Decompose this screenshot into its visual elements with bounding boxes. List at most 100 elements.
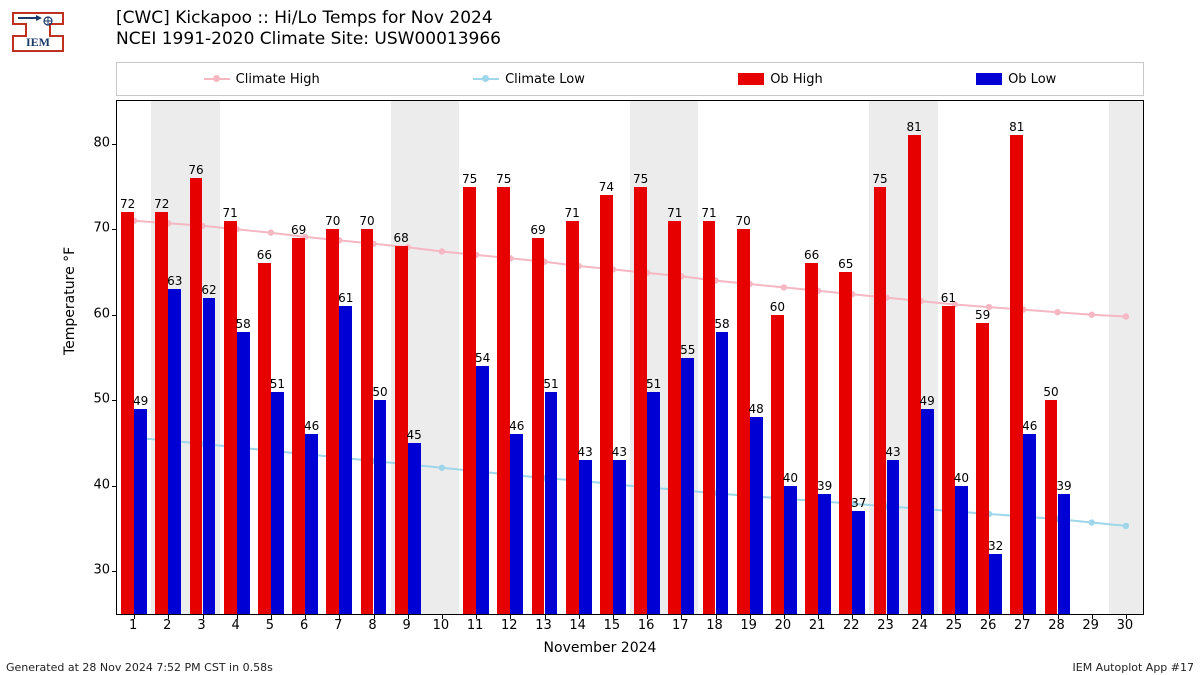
- bar-value-label: 39: [1056, 479, 1071, 493]
- xtick-label: 5: [266, 618, 274, 633]
- ytick-mark: [112, 315, 117, 316]
- bar-value-label: 65: [838, 257, 853, 271]
- bar-value-label: 61: [941, 291, 956, 305]
- climate-marker: [781, 284, 787, 290]
- xtick-label: 16: [638, 618, 655, 633]
- ytick-label: 40: [70, 477, 110, 492]
- ob-low-bar: [989, 554, 1002, 614]
- ytick-mark: [112, 400, 117, 401]
- ytick-mark: [112, 571, 117, 572]
- ob-high-bar: [224, 221, 237, 614]
- bar-value-label: 72: [154, 197, 169, 211]
- xtick-label: 3: [197, 618, 205, 633]
- ob-low-bar: [852, 511, 865, 614]
- bar-value-label: 68: [394, 231, 409, 245]
- bar-value-label: 51: [543, 377, 558, 391]
- bar-value-label: 40: [783, 471, 798, 485]
- legend-label: Climate High: [236, 72, 320, 87]
- title-line-2: NCEI 1991-2020 Climate Site: USW00013966: [116, 29, 501, 50]
- footer-app-text: IEM Autoplot App #17: [1073, 661, 1195, 674]
- legend-item-climate-low: Climate Low: [473, 72, 585, 87]
- xtick-label: 26: [980, 618, 997, 633]
- svg-text:IEM: IEM: [26, 35, 50, 49]
- ob-high-bar: [771, 315, 784, 614]
- y-axis-label: Temperature °F: [62, 247, 78, 355]
- bar-value-label: 66: [804, 248, 819, 262]
- bar-value-label: 71: [223, 206, 238, 220]
- ytick-mark: [112, 144, 117, 145]
- ob-high-bar: [1010, 135, 1023, 614]
- ob-high-bar: [839, 272, 852, 614]
- xtick-label: 9: [403, 618, 411, 633]
- ob-low-bar: [579, 460, 592, 614]
- bar-value-label: 58: [236, 317, 251, 331]
- ob-high-bar: [908, 135, 921, 614]
- xtick-label: 30: [1117, 618, 1134, 633]
- bar-value-label: 70: [736, 214, 751, 228]
- bar-value-label: 46: [304, 419, 319, 433]
- ob-high-bar: [326, 229, 339, 614]
- xtick-label: 8: [368, 618, 376, 633]
- xtick-label: 17: [672, 618, 689, 633]
- legend-label: Ob High: [770, 72, 823, 87]
- ob-high-bar: [976, 323, 989, 614]
- bar-value-label: 69: [530, 223, 545, 237]
- bar-value-label: 69: [291, 223, 306, 237]
- ob-low-bar: [716, 332, 729, 614]
- ob-high-bar: [258, 263, 271, 614]
- title-line-1: [CWC] Kickapoo :: Hi/Lo Temps for Nov 20…: [116, 8, 501, 29]
- x-axis-label: November 2024: [0, 640, 1200, 656]
- xtick-label: 14: [569, 618, 586, 633]
- bar-value-label: 70: [359, 214, 374, 228]
- bar-value-label: 62: [201, 283, 216, 297]
- ob-high-bar: [190, 178, 203, 614]
- weekend-band: [1109, 101, 1143, 614]
- legend-label: Ob Low: [1008, 72, 1056, 87]
- bar-value-label: 43: [885, 445, 900, 459]
- footer-generated-text: Generated at 28 Nov 2024 7:52 PM CST in …: [6, 661, 273, 674]
- ob-low-bar: [339, 306, 352, 614]
- ob-low-bar: [955, 486, 968, 614]
- bar-value-label: 49: [133, 394, 148, 408]
- ob-high-bar: [805, 263, 818, 614]
- ob-low-bar: [750, 417, 763, 614]
- legend-item-ob-high: Ob High: [738, 72, 823, 87]
- xtick-label: 27: [1014, 618, 1031, 633]
- bar-value-label: 45: [407, 428, 422, 442]
- ob-low-bar: [510, 434, 523, 614]
- ob-high-bar: [361, 229, 374, 614]
- ytick-mark: [112, 229, 117, 230]
- bar-value-label: 46: [509, 419, 524, 433]
- ob-high-bar: [497, 187, 510, 615]
- bar-value-label: 63: [167, 274, 182, 288]
- xtick-label: 12: [501, 618, 518, 633]
- bar-value-label: 37: [851, 496, 866, 510]
- xtick-label: 22: [843, 618, 860, 633]
- bar-value-label: 76: [188, 163, 203, 177]
- xtick-label: 24: [911, 618, 928, 633]
- xtick-label: 11: [467, 618, 484, 633]
- bar-value-label: 61: [338, 291, 353, 305]
- bar-value-label: 43: [578, 445, 593, 459]
- climate-marker: [1089, 312, 1095, 318]
- xtick-label: 1: [129, 618, 137, 633]
- plot-area: 7272767166697070687575697174757171706066…: [116, 100, 1144, 615]
- ob-low-bar: [1023, 434, 1036, 614]
- ob-high-bar: [874, 187, 887, 615]
- bar-value-label: 75: [633, 172, 648, 186]
- xtick-label: 13: [535, 618, 552, 633]
- ob-high-bar: [1045, 400, 1058, 614]
- bar-value-label: 74: [599, 180, 614, 194]
- ytick-label: 50: [70, 392, 110, 407]
- bar-value-label: 50: [1043, 385, 1058, 399]
- legend-item-climate-high: Climate High: [204, 72, 320, 87]
- bar-value-label: 46: [1022, 419, 1037, 433]
- ob-high-bar: [737, 229, 750, 614]
- bar-value-label: 81: [907, 120, 922, 134]
- ob-high-bar: [703, 221, 716, 614]
- ob-high-bar: [634, 187, 647, 615]
- ob-low-bar: [203, 298, 216, 614]
- bar-value-label: 39: [817, 479, 832, 493]
- xtick-label: 28: [1048, 618, 1065, 633]
- bar-value-label: 48: [749, 402, 764, 416]
